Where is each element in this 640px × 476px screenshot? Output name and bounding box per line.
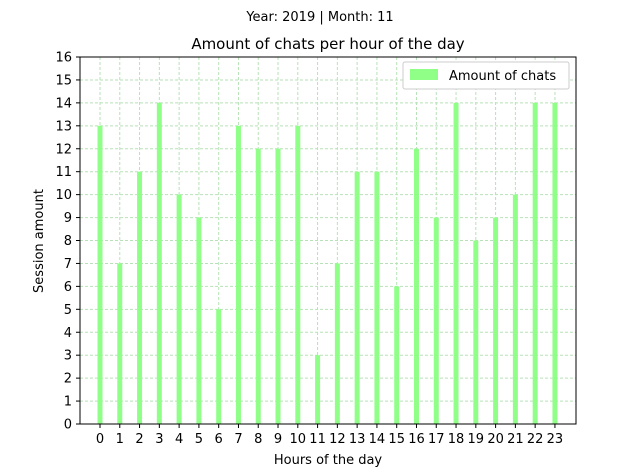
x-tick-label: 7 — [234, 432, 242, 447]
legend-swatch — [410, 69, 438, 80]
bars — [97, 102, 558, 424]
x-tick-label: 23 — [547, 432, 564, 447]
y-tick-label: 7 — [64, 257, 72, 272]
bar-hour-11 — [315, 355, 321, 424]
bar-hour-8 — [255, 148, 261, 424]
bar-hour-21 — [512, 194, 518, 424]
y-tick-label: 11 — [55, 165, 72, 180]
bar-hour-0 — [97, 125, 103, 424]
bar-hour-13 — [354, 171, 360, 424]
y-tick-label: 10 — [55, 188, 72, 203]
x-tick-label: 0 — [96, 432, 104, 447]
x-tick-label: 20 — [487, 432, 504, 447]
y-tick-label: 13 — [55, 119, 72, 134]
bar-hour-22 — [532, 102, 538, 424]
y-tick-label: 0 — [64, 418, 72, 433]
bar-hour-6 — [216, 309, 222, 424]
y-tick-label: 5 — [64, 303, 72, 318]
x-tick-label: 1 — [116, 432, 124, 447]
bar-hour-9 — [275, 148, 281, 424]
y-tick-label: 9 — [64, 211, 72, 226]
x-tick-label: 14 — [369, 432, 386, 447]
x-tick-label: 4 — [175, 432, 183, 447]
y-tick-label: 12 — [55, 142, 72, 157]
y-tick-label: 4 — [64, 326, 72, 341]
x-tick-label: 10 — [290, 432, 307, 447]
chart-title: Amount of chats per hour of the day — [191, 35, 464, 53]
bar-hour-12 — [334, 263, 340, 424]
x-tick-label: 17 — [428, 432, 445, 447]
y-tick-label: 2 — [64, 372, 72, 387]
x-tick-label: 3 — [155, 432, 163, 447]
x-tick-label: 2 — [135, 432, 143, 447]
x-tick-label: 5 — [195, 432, 203, 447]
y-tick-label: 3 — [64, 349, 72, 364]
grid — [80, 56, 576, 425]
x-tick-label: 22 — [527, 432, 544, 447]
bar-hour-17 — [433, 217, 439, 424]
x-tick-label: 9 — [274, 432, 282, 447]
x-tick-label: 11 — [309, 432, 326, 447]
x-tick-label: 18 — [448, 432, 465, 447]
bar-hour-16 — [413, 148, 419, 424]
x-tick-label: 8 — [254, 432, 262, 447]
bar-hour-3 — [156, 102, 162, 424]
bar-hour-15 — [394, 286, 400, 424]
bar-hour-23 — [552, 102, 558, 424]
x-tick-label: 6 — [215, 432, 223, 447]
y-tick-label: 6 — [64, 280, 72, 295]
x-tick-label: 13 — [349, 432, 366, 447]
y-tick-label: 14 — [55, 96, 72, 111]
bar-hour-7 — [235, 125, 241, 424]
y-tick-label: 8 — [64, 234, 72, 249]
y-tick-label: 1 — [64, 395, 72, 410]
y-tick-label: 16 — [55, 51, 72, 66]
bar-hour-19 — [473, 240, 479, 424]
legend-box — [402, 61, 570, 90]
y-axis-label: Session amount — [32, 189, 47, 293]
x-tick-label: 12 — [329, 432, 346, 447]
legend: Amount of chats — [402, 61, 570, 90]
x-tick-label: 15 — [388, 432, 405, 447]
x-tick-label: 16 — [408, 432, 425, 447]
bar-hour-10 — [295, 125, 301, 424]
bar-hour-1 — [117, 263, 123, 424]
bar-hour-18 — [453, 102, 459, 424]
y-tick-label: 15 — [55, 73, 72, 88]
bar-hour-4 — [176, 194, 182, 424]
bar-hour-2 — [137, 171, 143, 424]
bar-hour-5 — [196, 217, 202, 424]
bar-hour-14 — [374, 171, 380, 424]
x-axis-label: Hours of the day — [274, 453, 383, 468]
legend-label: Amount of chats — [449, 69, 556, 84]
x-tick-label: 19 — [468, 432, 485, 447]
x-tick-label: 21 — [507, 432, 524, 447]
chart-suptitle: Year: 2019 | Month: 11 — [245, 10, 393, 25]
bar-hour-20 — [493, 217, 499, 424]
